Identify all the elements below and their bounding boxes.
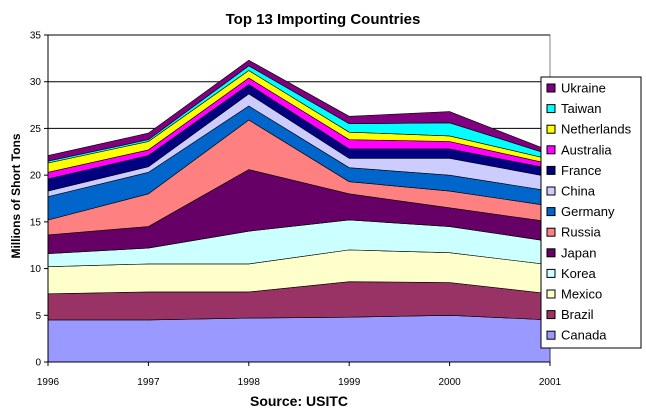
legend-swatch [546, 248, 556, 258]
x-tick-label: 2000 [438, 377, 461, 388]
legend-label: Taiwan [561, 101, 601, 116]
legend-label: Russia [561, 225, 602, 240]
y-tick-label: 35 [30, 31, 42, 42]
y-tick-label: 0 [35, 358, 41, 369]
legend-item-china: China [546, 184, 596, 199]
legend-item-germany: Germany [546, 204, 615, 219]
legend-item-brazil: Brazil [546, 307, 594, 322]
legend-label: Australia [561, 142, 612, 157]
legend-swatch [546, 227, 556, 237]
series-areas [47, 59, 551, 363]
legend-swatch [546, 310, 556, 320]
legend-item-netherlands: Netherlands [546, 122, 632, 137]
legend-item-russia: Russia [546, 225, 602, 240]
legend-item-canada: Canada [546, 328, 607, 343]
legend-box [540, 76, 642, 349]
x-tick-label: 1998 [238, 377, 261, 388]
x-tick-label: 1999 [338, 377, 361, 388]
chart-title: Top 13 Importing Countries [226, 11, 421, 28]
legend-label: Korea [561, 266, 596, 281]
legend-swatch [546, 186, 556, 196]
legend-swatch [546, 145, 556, 155]
legend-swatch [546, 268, 556, 278]
legend-item-taiwan: Taiwan [546, 101, 601, 116]
y-tick-label: 25 [30, 124, 42, 135]
legend-swatch [546, 104, 556, 114]
axes: 0 5 10 15 20 25 30 35 1996 1997 1998 1999 2000 2001 [30, 31, 562, 389]
legend-item-australia: Australia [546, 142, 612, 157]
legend-item-france: France [546, 163, 601, 178]
legend-item-japan: Japan [546, 245, 596, 260]
y-tick-label: 15 [30, 217, 42, 228]
y-tick-label: 10 [30, 264, 42, 275]
legend-swatch [546, 289, 556, 299]
legend-swatch [546, 83, 556, 93]
legend-label: France [561, 163, 601, 178]
legend-swatch [546, 207, 556, 217]
legend-label: Netherlands [561, 122, 632, 137]
y-axis-label: Millions of Short Tons [9, 133, 23, 258]
y-tick-label: 30 [30, 77, 42, 88]
legend-label: Ukraine [561, 81, 606, 96]
legend-item-mexico: Mexico [546, 287, 602, 302]
legend: Ukraine Taiwan Netherlands Australia France C… [546, 81, 632, 343]
legend-label: Canada [561, 328, 607, 343]
legend-swatch [546, 330, 556, 340]
legend-label: China [561, 184, 596, 199]
legend-label: Mexico [561, 287, 602, 302]
x-tick-label: 2001 [539, 377, 562, 388]
y-tick-label: 20 [30, 171, 42, 182]
legend-label: Germany [561, 204, 615, 219]
legend-swatch [546, 165, 556, 175]
legend-swatch [546, 124, 556, 134]
legend-item-ukraine: Ukraine [546, 81, 606, 96]
area-canada [47, 314, 551, 363]
legend-label: Japan [561, 245, 596, 260]
x-tick-label: 1997 [137, 377, 160, 388]
y-tick-label: 5 [35, 311, 41, 322]
legend-label: Brazil [561, 307, 594, 322]
legend-item-korea: Korea [546, 266, 596, 281]
x-axis-label: Source: USITC [250, 393, 348, 409]
x-tick-label: 1996 [37, 377, 60, 388]
